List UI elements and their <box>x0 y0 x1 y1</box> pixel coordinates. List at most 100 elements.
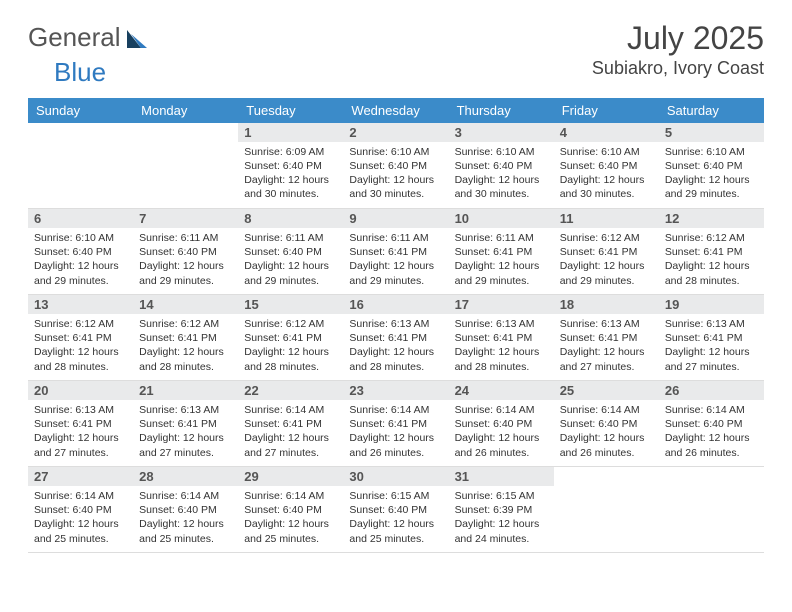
daylight-text: Daylight: 12 hours and 26 minutes. <box>665 431 758 459</box>
calendar-cell: 13Sunrise: 6:12 AMSunset: 6:41 PMDayligh… <box>28 295 133 381</box>
sunrise-text: Sunrise: 6:14 AM <box>560 403 653 417</box>
day-details: Sunrise: 6:14 AMSunset: 6:40 PMDaylight:… <box>133 486 238 551</box>
sunrise-text: Sunrise: 6:13 AM <box>34 403 127 417</box>
sunset-text: Sunset: 6:40 PM <box>665 417 758 431</box>
sunset-text: Sunset: 6:40 PM <box>349 503 442 517</box>
daylight-text: Daylight: 12 hours and 29 minutes. <box>139 259 232 287</box>
day-number: 21 <box>133 381 238 400</box>
calendar-cell: 21Sunrise: 6:13 AMSunset: 6:41 PMDayligh… <box>133 381 238 467</box>
day-number: 4 <box>554 123 659 142</box>
day-details: Sunrise: 6:14 AMSunset: 6:40 PMDaylight:… <box>449 400 554 465</box>
calendar-row: 13Sunrise: 6:12 AMSunset: 6:41 PMDayligh… <box>28 295 764 381</box>
daylight-text: Daylight: 12 hours and 30 minutes. <box>560 173 653 201</box>
sunrise-text: Sunrise: 6:11 AM <box>244 231 337 245</box>
calendar-cell: 10Sunrise: 6:11 AMSunset: 6:41 PMDayligh… <box>449 209 554 295</box>
sunrise-text: Sunrise: 6:14 AM <box>244 403 337 417</box>
sunset-text: Sunset: 6:40 PM <box>244 245 337 259</box>
day-details: Sunrise: 6:11 AMSunset: 6:41 PMDaylight:… <box>343 228 448 293</box>
daylight-text: Daylight: 12 hours and 29 minutes. <box>665 173 758 201</box>
sunrise-text: Sunrise: 6:12 AM <box>139 317 232 331</box>
day-details: Sunrise: 6:12 AMSunset: 6:41 PMDaylight:… <box>554 228 659 293</box>
calendar-cell: 25Sunrise: 6:14 AMSunset: 6:40 PMDayligh… <box>554 381 659 467</box>
daylight-text: Daylight: 12 hours and 26 minutes. <box>455 431 548 459</box>
calendar-cell: 9Sunrise: 6:11 AMSunset: 6:41 PMDaylight… <box>343 209 448 295</box>
calendar-cell: 18Sunrise: 6:13 AMSunset: 6:41 PMDayligh… <box>554 295 659 381</box>
calendar-cell: 11Sunrise: 6:12 AMSunset: 6:41 PMDayligh… <box>554 209 659 295</box>
calendar-cell: 31Sunrise: 6:15 AMSunset: 6:39 PMDayligh… <box>449 467 554 553</box>
sunrise-text: Sunrise: 6:10 AM <box>34 231 127 245</box>
weekday-header: Monday <box>133 98 238 123</box>
sunset-text: Sunset: 6:40 PM <box>349 159 442 173</box>
brand-part2: Blue <box>54 57 106 88</box>
calendar-cell <box>28 123 133 209</box>
day-details: Sunrise: 6:11 AMSunset: 6:40 PMDaylight:… <box>133 228 238 293</box>
day-number: 9 <box>343 209 448 228</box>
calendar-cell: 1Sunrise: 6:09 AMSunset: 6:40 PMDaylight… <box>238 123 343 209</box>
day-number: 6 <box>28 209 133 228</box>
daylight-text: Daylight: 12 hours and 27 minutes. <box>560 345 653 373</box>
sunrise-text: Sunrise: 6:14 AM <box>34 489 127 503</box>
daylight-text: Daylight: 12 hours and 30 minutes. <box>244 173 337 201</box>
daylight-text: Daylight: 12 hours and 24 minutes. <box>455 517 548 545</box>
sunrise-text: Sunrise: 6:10 AM <box>665 145 758 159</box>
calendar-page: General July 2025 Subiakro, Ivory Coast … <box>0 0 792 575</box>
sunset-text: Sunset: 6:41 PM <box>349 331 442 345</box>
day-number <box>659 467 764 471</box>
day-number: 12 <box>659 209 764 228</box>
day-details: Sunrise: 6:11 AMSunset: 6:40 PMDaylight:… <box>238 228 343 293</box>
day-details: Sunrise: 6:14 AMSunset: 6:40 PMDaylight:… <box>238 486 343 551</box>
day-details: Sunrise: 6:10 AMSunset: 6:40 PMDaylight:… <box>554 142 659 207</box>
sunrise-text: Sunrise: 6:14 AM <box>455 403 548 417</box>
calendar-cell <box>133 123 238 209</box>
day-number: 28 <box>133 467 238 486</box>
sunrise-text: Sunrise: 6:14 AM <box>139 489 232 503</box>
sunset-text: Sunset: 6:41 PM <box>455 245 548 259</box>
day-number: 17 <box>449 295 554 314</box>
calendar-cell: 15Sunrise: 6:12 AMSunset: 6:41 PMDayligh… <box>238 295 343 381</box>
day-number: 27 <box>28 467 133 486</box>
sunrise-text: Sunrise: 6:10 AM <box>455 145 548 159</box>
day-number: 8 <box>238 209 343 228</box>
sunset-text: Sunset: 6:41 PM <box>34 331 127 345</box>
calendar-cell: 17Sunrise: 6:13 AMSunset: 6:41 PMDayligh… <box>449 295 554 381</box>
calendar-cell: 26Sunrise: 6:14 AMSunset: 6:40 PMDayligh… <box>659 381 764 467</box>
daylight-text: Daylight: 12 hours and 26 minutes. <box>560 431 653 459</box>
day-number: 25 <box>554 381 659 400</box>
calendar-cell <box>554 467 659 553</box>
daylight-text: Daylight: 12 hours and 27 minutes. <box>665 345 758 373</box>
calendar-cell: 19Sunrise: 6:13 AMSunset: 6:41 PMDayligh… <box>659 295 764 381</box>
daylight-text: Daylight: 12 hours and 28 minutes. <box>34 345 127 373</box>
daylight-text: Daylight: 12 hours and 30 minutes. <box>455 173 548 201</box>
calendar-cell: 29Sunrise: 6:14 AMSunset: 6:40 PMDayligh… <box>238 467 343 553</box>
sunrise-text: Sunrise: 6:10 AM <box>349 145 442 159</box>
sunrise-text: Sunrise: 6:12 AM <box>244 317 337 331</box>
weekday-header: Friday <box>554 98 659 123</box>
calendar-cell: 5Sunrise: 6:10 AMSunset: 6:40 PMDaylight… <box>659 123 764 209</box>
day-number: 26 <box>659 381 764 400</box>
day-number: 29 <box>238 467 343 486</box>
sunset-text: Sunset: 6:39 PM <box>455 503 548 517</box>
daylight-text: Daylight: 12 hours and 30 minutes. <box>349 173 442 201</box>
day-details: Sunrise: 6:14 AMSunset: 6:40 PMDaylight:… <box>28 486 133 551</box>
calendar-row: 27Sunrise: 6:14 AMSunset: 6:40 PMDayligh… <box>28 467 764 553</box>
sunset-text: Sunset: 6:41 PM <box>665 245 758 259</box>
day-number: 24 <box>449 381 554 400</box>
daylight-text: Daylight: 12 hours and 25 minutes. <box>349 517 442 545</box>
sunset-text: Sunset: 6:41 PM <box>244 417 337 431</box>
day-number: 19 <box>659 295 764 314</box>
weekday-header: Tuesday <box>238 98 343 123</box>
sunset-text: Sunset: 6:41 PM <box>349 417 442 431</box>
sunset-text: Sunset: 6:40 PM <box>455 417 548 431</box>
day-details: Sunrise: 6:09 AMSunset: 6:40 PMDaylight:… <box>238 142 343 207</box>
sunset-text: Sunset: 6:41 PM <box>244 331 337 345</box>
calendar-cell: 2Sunrise: 6:10 AMSunset: 6:40 PMDaylight… <box>343 123 448 209</box>
daylight-text: Daylight: 12 hours and 29 minutes. <box>244 259 337 287</box>
sunrise-text: Sunrise: 6:14 AM <box>244 489 337 503</box>
sunset-text: Sunset: 6:40 PM <box>560 159 653 173</box>
calendar-cell: 16Sunrise: 6:13 AMSunset: 6:41 PMDayligh… <box>343 295 448 381</box>
calendar-cell: 24Sunrise: 6:14 AMSunset: 6:40 PMDayligh… <box>449 381 554 467</box>
daylight-text: Daylight: 12 hours and 28 minutes. <box>244 345 337 373</box>
day-details: Sunrise: 6:15 AMSunset: 6:40 PMDaylight:… <box>343 486 448 551</box>
daylight-text: Daylight: 12 hours and 25 minutes. <box>139 517 232 545</box>
day-details: Sunrise: 6:10 AMSunset: 6:40 PMDaylight:… <box>659 142 764 207</box>
